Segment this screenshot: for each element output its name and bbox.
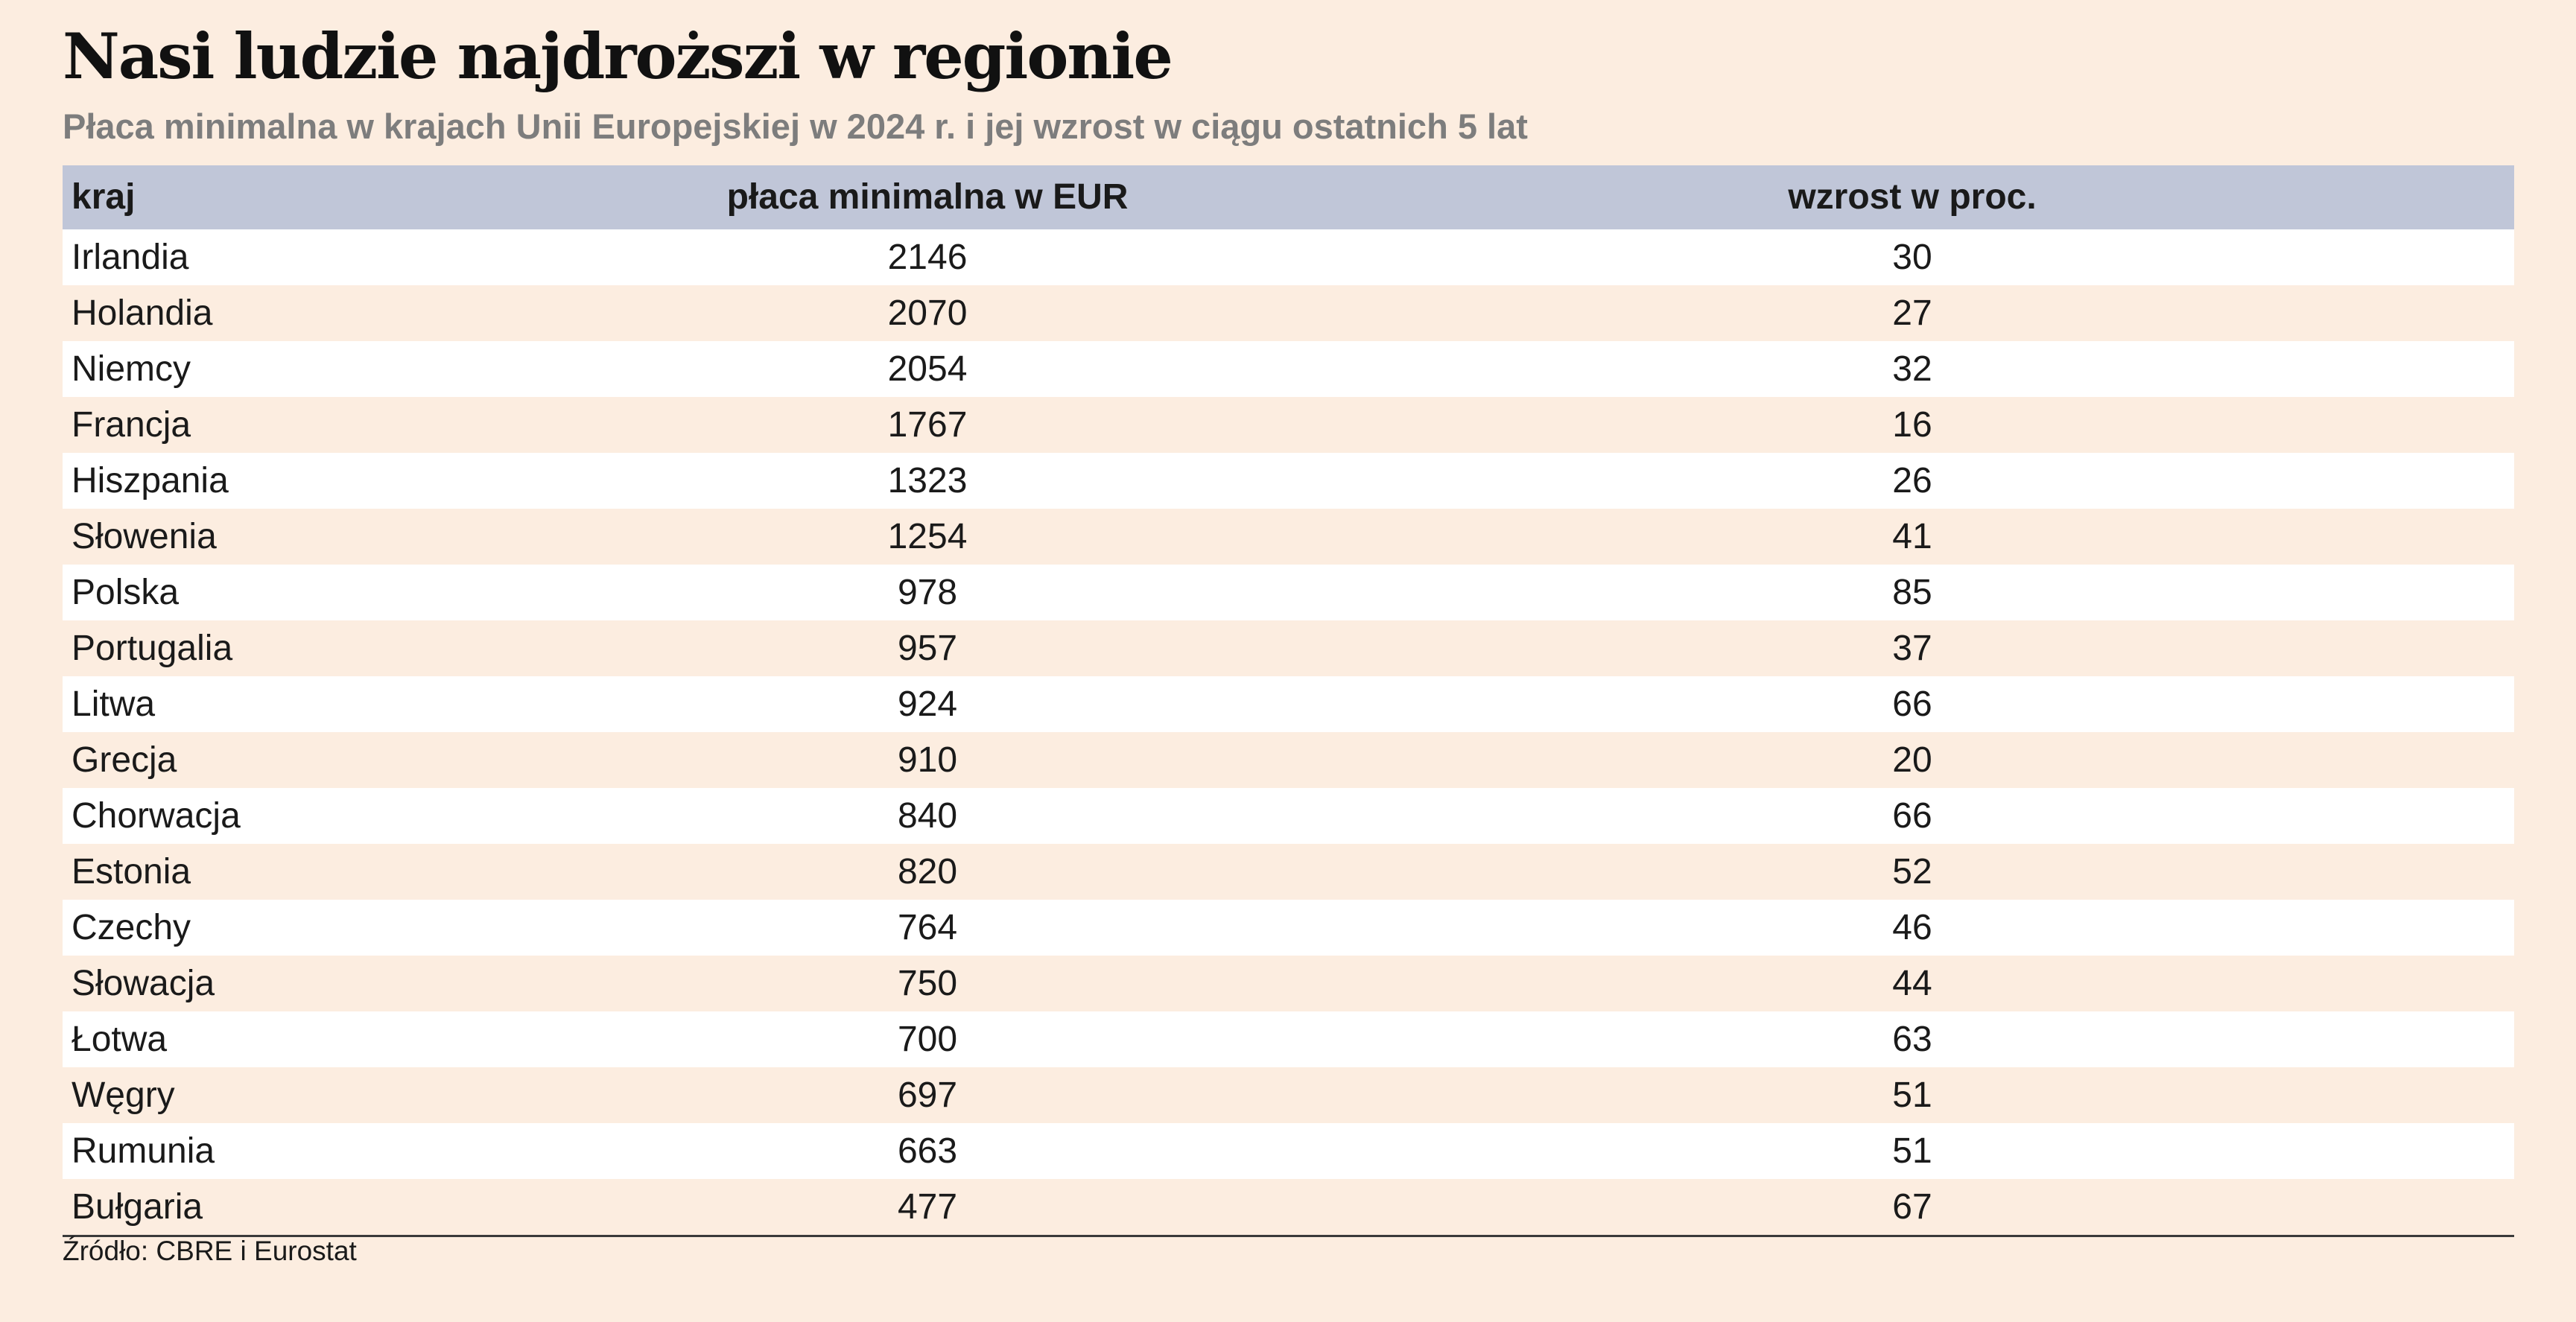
cell-growth: 52	[1892, 852, 1932, 892]
column-header-country: kraj	[72, 177, 136, 217]
chart-subtitle: Płaca minimalna w krajach Unii Europejsk…	[63, 107, 1528, 146]
cell-growth: 16	[1892, 405, 1932, 445]
cell-minimum-wage: 700	[897, 1020, 958, 1059]
table-row: Słowacja 750 44	[63, 956, 2514, 1011]
table-row: Francja 1767 16	[63, 397, 2514, 453]
cell-country: Węgry	[72, 1075, 175, 1115]
cell-minimum-wage: 957	[897, 629, 958, 668]
cell-growth: 66	[1892, 684, 1932, 724]
table-body: Irlandia 2146 30 Holandia 2070 27 Niemcy 2054 32…	[63, 229, 2514, 1235]
cell-growth: 27	[1892, 293, 1932, 333]
source-note: Źródło: CBRE i Eurostat	[63, 1236, 357, 1266]
cell-growth: 20	[1892, 740, 1932, 780]
cell-minimum-wage: 2146	[887, 238, 968, 277]
cell-minimum-wage: 1323	[887, 461, 968, 500]
cell-growth: 51	[1892, 1075, 1932, 1115]
table-row: Rumunia 663 51	[63, 1123, 2514, 1179]
cell-minimum-wage: 1767	[887, 405, 968, 445]
cell-growth: 32	[1892, 349, 1932, 389]
table-row: Grecja 910 20	[63, 732, 2514, 788]
cell-country: Grecja	[72, 740, 177, 780]
cell-minimum-wage: 477	[897, 1187, 958, 1227]
cell-minimum-wage: 820	[897, 852, 958, 892]
cell-country: Słowacja	[72, 964, 215, 1003]
data-table: kraj płaca minimalna w EUR wzrost w proc…	[63, 165, 2514, 1237]
cell-minimum-wage: 2070	[887, 293, 968, 333]
cell-minimum-wage: 840	[897, 796, 958, 836]
chart-title: Nasi ludzie najdroższi w regionie	[63, 19, 1173, 93]
cell-country: Czechy	[72, 908, 191, 947]
cell-minimum-wage: 910	[897, 740, 958, 780]
cell-growth: 30	[1892, 238, 1932, 277]
table-row: Łotwa 700 63	[63, 1011, 2514, 1067]
table-row: Polska 978 85	[63, 565, 2514, 620]
column-header-minimum-wage: płaca minimalna w EUR	[726, 177, 1129, 217]
table-header-row: kraj płaca minimalna w EUR wzrost w proc…	[63, 165, 2514, 229]
table-row: Irlandia 2146 30	[63, 229, 2514, 285]
cell-country: Polska	[72, 573, 180, 612]
cell-country: Chorwacja	[72, 796, 241, 836]
table-row: Chorwacja 840 66	[63, 788, 2514, 844]
table-row: Niemcy 2054 32	[63, 341, 2514, 397]
cell-minimum-wage: 2054	[887, 349, 968, 389]
cell-minimum-wage: 764	[897, 908, 958, 947]
cell-country: Łotwa	[72, 1020, 168, 1059]
table-row: Estonia 820 52	[63, 844, 2514, 900]
table-row: Bułgaria 477 67	[63, 1179, 2514, 1235]
cell-country: Estonia	[72, 852, 191, 892]
cell-country: Holandia	[72, 293, 213, 333]
cell-country: Słowenia	[72, 517, 217, 556]
cell-growth: 85	[1892, 573, 1932, 612]
cell-minimum-wage: 1254	[887, 517, 968, 556]
cell-minimum-wage: 924	[897, 684, 958, 724]
table-row: Portugalia 957 37	[63, 620, 2514, 676]
table-row: Hiszpania 1323 26	[63, 453, 2514, 509]
cell-growth: 66	[1892, 796, 1932, 836]
table-row: Holandia 2070 27	[63, 285, 2514, 341]
cell-minimum-wage: 978	[897, 573, 958, 612]
cell-growth: 67	[1892, 1187, 1932, 1227]
table-row: Czechy 764 46	[63, 900, 2514, 956]
table-row: Węgry 697 51	[63, 1067, 2514, 1123]
cell-country: Niemcy	[72, 349, 191, 389]
cell-country: Francja	[72, 405, 191, 445]
cell-minimum-wage: 663	[897, 1131, 958, 1171]
cell-growth: 63	[1892, 1020, 1932, 1059]
cell-minimum-wage: 697	[897, 1075, 958, 1115]
cell-country: Rumunia	[72, 1131, 215, 1171]
cell-minimum-wage: 750	[897, 964, 958, 1003]
cell-growth: 41	[1892, 517, 1932, 556]
cell-country: Irlandia	[72, 238, 189, 277]
cell-growth: 26	[1892, 461, 1932, 500]
table-row: Litwa 924 66	[63, 676, 2514, 732]
cell-growth: 51	[1892, 1131, 1932, 1171]
cell-growth: 46	[1892, 908, 1932, 947]
cell-country: Bułgaria	[72, 1187, 203, 1227]
cell-growth: 44	[1892, 964, 1932, 1003]
column-header-growth: wzrost w proc.	[1788, 177, 2037, 217]
cell-country: Litwa	[72, 684, 156, 724]
table-row: Słowenia 1254 41	[63, 509, 2514, 565]
cell-country: Portugalia	[72, 629, 233, 668]
cell-growth: 37	[1892, 629, 1932, 668]
cell-country: Hiszpania	[72, 461, 229, 500]
